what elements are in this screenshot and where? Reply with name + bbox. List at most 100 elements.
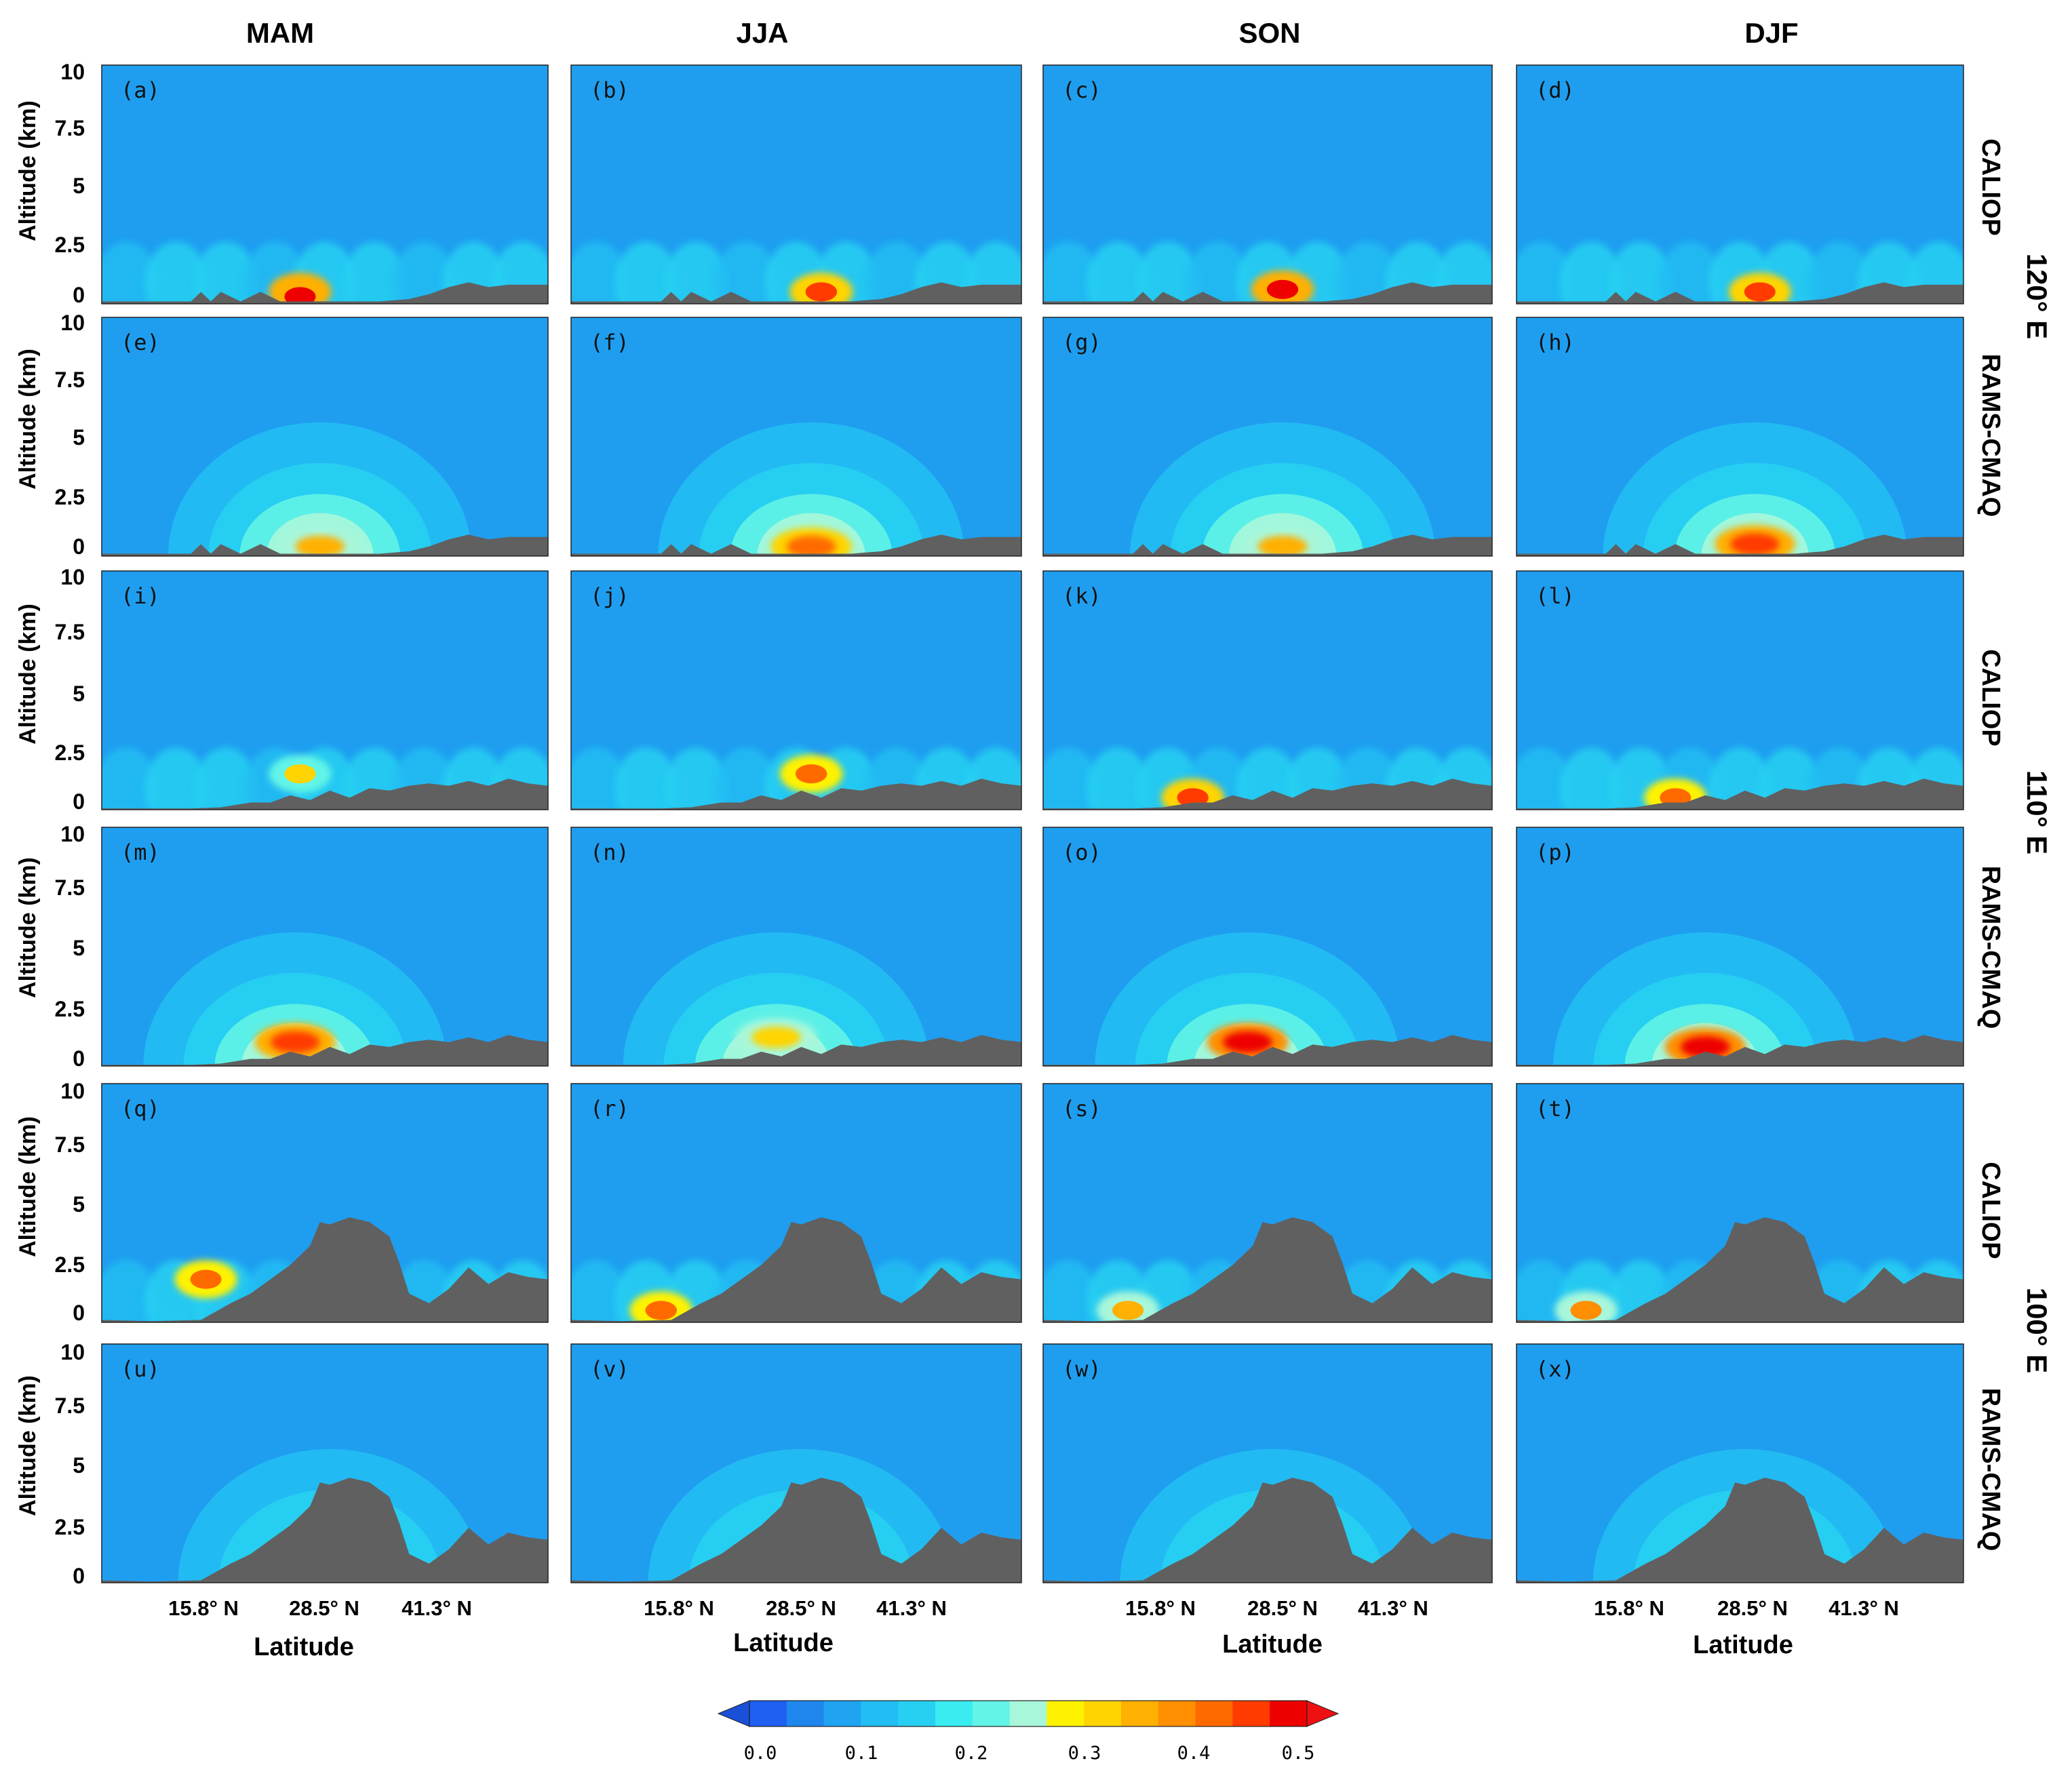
y-tick-label: 0 <box>73 1301 85 1325</box>
panel-x: (x) <box>1516 1343 1964 1583</box>
aerosol-peak <box>1223 1031 1272 1053</box>
panel-label: (r) <box>590 1096 629 1122</box>
colorbar-swatch <box>1270 1701 1308 1726</box>
x-tick-label: 41.3° N <box>876 1596 947 1620</box>
panel-frame <box>1516 827 1964 1067</box>
y-tick-label: 10 <box>60 1340 85 1364</box>
y-ticks-row4: 10 7.5 5 2.5 0 <box>55 822 85 1071</box>
panel-frame <box>570 827 1022 1067</box>
panel-r: (r) <box>570 1083 1022 1323</box>
panel-u: (u) <box>101 1343 549 1583</box>
aerosol-patch <box>571 241 628 304</box>
aerosol-patch <box>1136 241 1200 304</box>
y-tick-label: 0 <box>73 283 85 307</box>
aerosol-patch <box>1087 747 1150 810</box>
x-tick-label: 15.8° N <box>1594 1596 1664 1620</box>
colorbar <box>717 1700 1340 1727</box>
panel-label: (s) <box>1062 1096 1101 1122</box>
terrain <box>1043 1035 1492 1066</box>
aerosol-patch <box>1043 241 1100 304</box>
colorbar-swatch <box>935 1701 973 1726</box>
y-axis-title-row1: Altitude (km) <box>15 100 41 241</box>
row-label-rams-cmaq-3: RAMS-CMAQ <box>1976 1388 2005 1552</box>
colorbar-swatch <box>1121 1701 1159 1726</box>
aerosol-peak <box>805 282 838 302</box>
panel-frame <box>101 1083 549 1323</box>
y-tick-label: 10 <box>60 60 85 84</box>
panel-v: (v) <box>570 1343 1022 1583</box>
panel-label: (p) <box>1536 839 1575 865</box>
aerosol-patch <box>1807 241 1871 304</box>
panel-l: (l) <box>1516 570 1964 810</box>
y-tick-label: 2.5 <box>55 485 85 509</box>
panel-label: (t) <box>1536 1096 1575 1122</box>
aerosol-patch <box>614 747 678 810</box>
y-tick-label: 7.5 <box>55 1394 85 1418</box>
y-tick-label: 7.5 <box>55 368 85 392</box>
terrain <box>1517 1035 1963 1066</box>
aerosol-patch <box>1186 241 1249 304</box>
panel-label: (b) <box>590 77 629 103</box>
aerosol-patch <box>343 241 406 304</box>
colorbar-swatch <box>1084 1701 1122 1726</box>
y-tick-label: 10 <box>60 822 85 846</box>
y-axis-title-row6: Altitude (km) <box>15 1375 41 1516</box>
aerosol-peak <box>284 287 316 304</box>
panel-w: (w) <box>1042 1343 1493 1583</box>
aerosol-peak <box>645 1301 678 1320</box>
colorbar-tick-label: 0.2 <box>955 1743 988 1764</box>
aerosol-patch <box>102 747 158 810</box>
colorbar-swatch <box>786 1701 825 1726</box>
y-tick-label: 0 <box>73 534 85 559</box>
aerosol-patch <box>964 241 1021 304</box>
y-ticks-row6: 10 7.5 5 2.5 0 <box>55 1340 85 1588</box>
aerosol-peak <box>270 1031 320 1053</box>
x-axis-title: Latitude <box>733 1629 834 1657</box>
aerosol-patch <box>1559 241 1622 304</box>
panel-label: (w) <box>1062 1356 1101 1382</box>
panel-frame <box>1042 1083 1493 1323</box>
colorbar-swatch <box>972 1701 1011 1726</box>
aerosol-peak <box>284 764 316 784</box>
panel-frame <box>1042 827 1493 1067</box>
terrain <box>571 1217 1021 1322</box>
x-tick-label: 15.8° N <box>168 1596 239 1620</box>
x-tick-label: 15.8° N <box>1125 1596 1196 1620</box>
aerosol-patch <box>1659 241 1722 304</box>
x-tick-label: 15.8° N <box>644 1596 714 1620</box>
x-tick-label: 28.5° N <box>1247 1596 1318 1620</box>
aerosol-patch <box>865 241 929 304</box>
panel-frame <box>101 827 549 1067</box>
aerosol-peak <box>1730 533 1780 555</box>
panel-label: (n) <box>590 839 629 865</box>
panel-frame <box>570 64 1022 304</box>
terrain <box>102 282 548 304</box>
y-tick-label: 7.5 <box>55 875 85 900</box>
aerosol-patch <box>1708 747 1772 810</box>
y-tick-label: 7.5 <box>55 116 85 140</box>
y-tick-label: 2.5 <box>55 1515 85 1539</box>
panel-frame <box>1042 317 1493 557</box>
y-tick-label: 0 <box>73 1564 85 1588</box>
panel-t: (t) <box>1516 1083 1964 1323</box>
aerosol-peak <box>795 764 827 784</box>
panel-label: (d) <box>1536 77 1575 103</box>
colorbar-over-arrow <box>1306 1700 1340 1727</box>
panel-frame <box>1042 1343 1493 1583</box>
panel-frame <box>1516 570 1964 810</box>
terrain <box>1517 534 1963 556</box>
terrain <box>571 282 1021 304</box>
y-tick-label: 10 <box>60 311 85 335</box>
terrain <box>1043 534 1492 556</box>
panel-label: (f) <box>590 330 629 355</box>
panel-label: (c) <box>1062 77 1101 103</box>
x-axis-col1: 15.8° N 28.5° N 41.3° N Latitude <box>168 1596 472 1661</box>
panel-frame <box>570 317 1022 557</box>
y-axis-title-row2: Altitude (km) <box>15 349 41 490</box>
terrain <box>1043 778 1492 810</box>
y-tick-label: 2.5 <box>55 740 85 765</box>
x-axis-title: Latitude <box>254 1633 354 1661</box>
panel-n: (n) <box>570 827 1022 1067</box>
x-axis-col3: 15.8° N 28.5° N 41.3° N Latitude <box>1125 1596 1428 1659</box>
terrain <box>571 1035 1021 1066</box>
